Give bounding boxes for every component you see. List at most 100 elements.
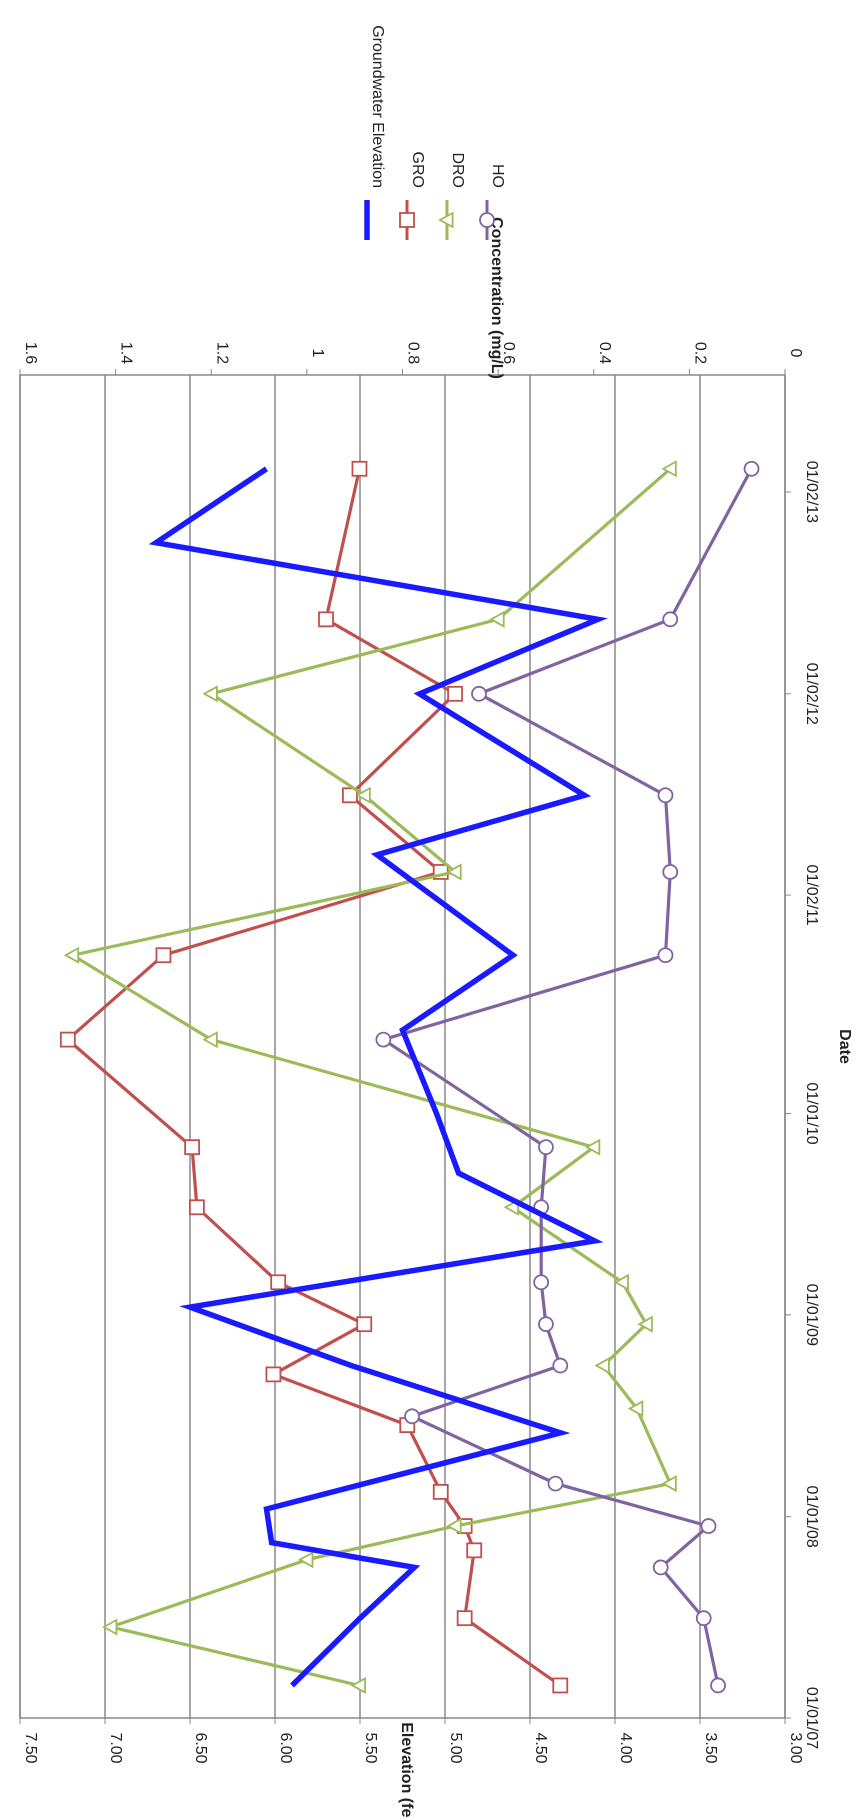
data-point-triangle	[350, 1676, 366, 1694]
right-axis-tick-label: 0.8	[405, 342, 422, 364]
data-point-circle	[710, 1677, 726, 1694]
data-point-triangle	[438, 211, 454, 229]
data-point-square	[189, 1199, 205, 1216]
data-point-triangle	[613, 1273, 629, 1291]
right-axis-tick-label: 1	[309, 349, 326, 358]
series-line	[148, 466, 608, 1688]
data-point-circle	[547, 1475, 564, 1492]
data-point-circle	[533, 1274, 550, 1291]
legend: Groundwater Elevation GRO DRO HO	[364, 25, 506, 240]
right-axis-tick-label: 0.4	[596, 342, 613, 364]
left-axis-tick-label: 7.00	[107, 1732, 124, 1763]
right-axis-tick-label: 1.6	[22, 342, 39, 364]
series-layer	[59, 460, 760, 1694]
data-point-square	[270, 1274, 287, 1291]
left-axis-tick-label: 6.50	[192, 1732, 209, 1763]
data-point-triangle	[446, 1517, 462, 1535]
data-point-circle	[538, 1316, 554, 1333]
x-axis-tick-label: 01/01/08	[803, 1486, 820, 1548]
data-point-square	[552, 1677, 569, 1694]
legend-entry: Groundwater Elevation	[364, 25, 386, 240]
data-point-square	[184, 1139, 201, 1156]
data-point-circle	[657, 787, 674, 804]
data-point-square	[59, 1031, 76, 1048]
data-point-square	[356, 1316, 373, 1333]
legend-label: HO	[489, 164, 506, 188]
data-point-circle	[662, 611, 679, 628]
left-axis-tick-label: 3.00	[787, 1732, 804, 1763]
series-line	[65, 468, 562, 1687]
data-point-triangle	[489, 610, 505, 628]
data-point-square	[351, 460, 368, 477]
data-point-triangle	[355, 786, 371, 804]
data-point-triangle	[446, 863, 462, 881]
x-axis-tick-label: 01/02/11	[803, 865, 820, 926]
data-point-triangle	[101, 1618, 118, 1636]
data-point-circle	[404, 1408, 420, 1425]
data-point-square	[432, 1483, 449, 1500]
left-axis-tick-label: 6.00	[277, 1732, 294, 1763]
series-ho	[375, 460, 760, 1694]
data-point-square	[399, 212, 415, 228]
legend-entry: DRO	[438, 152, 466, 240]
data-point-circle	[662, 864, 679, 880]
left-axis-title: Elevation (feet amsl)	[398, 1722, 415, 1818]
data-point-circle	[743, 460, 760, 477]
data-point-triangle	[584, 1138, 601, 1156]
series-groundwater-elevation	[148, 466, 608, 1688]
right-axis-tick-label: 0.2	[691, 342, 708, 364]
data-point-circle	[657, 947, 674, 964]
x-axis-tick-label: 01/01/09	[803, 1284, 820, 1346]
data-point-triangle	[661, 460, 677, 478]
right-axis-tick-label: 1.2	[213, 342, 230, 364]
series-gro	[59, 460, 569, 1694]
left-axis-tick-label: 7.50	[22, 1732, 39, 1763]
data-point-circle	[652, 1559, 669, 1576]
data-point-triangle	[298, 1551, 314, 1569]
legend-entry: GRO	[399, 152, 426, 240]
data-point-circle	[695, 1610, 712, 1627]
left-axis-tick-label: 4.50	[532, 1732, 549, 1763]
legend-label: DRO	[449, 152, 466, 188]
series-line	[379, 468, 753, 1686]
right-axis-title: Concentration (mg/L)	[488, 217, 505, 379]
data-point-triangle	[202, 1031, 218, 1049]
data-point-circle	[471, 685, 487, 702]
data-point-square	[447, 685, 463, 702]
data-point-triangle	[594, 1357, 610, 1375]
data-point-triangle	[661, 1475, 677, 1493]
left-axis-tick-label: 4.00	[617, 1732, 634, 1763]
data-point-circle	[700, 1518, 717, 1534]
data-point-square	[456, 1610, 473, 1627]
x-axis-tick-label: 01/01/07	[803, 1687, 820, 1749]
legend-label: GRO	[409, 152, 426, 188]
legend-label: Groundwater Elevation	[369, 25, 386, 188]
data-point-triangle	[627, 1400, 644, 1418]
right-axis-ticks: 0 0.2 0.4 0.6 0.8 1 1.2 1.4 1.6	[19, 342, 804, 375]
data-point-circle	[479, 212, 495, 228]
legend-entry: HO	[479, 164, 506, 240]
data-point-circle	[552, 1357, 569, 1374]
right-axis-tick-label: 0	[787, 349, 804, 358]
right-axis-tick-label: 0.6	[500, 342, 517, 364]
x-axis-tick-label: 01/02/13	[803, 461, 820, 523]
left-axis-tick-label: 5.00	[447, 1732, 464, 1763]
data-point-triangle	[202, 685, 218, 703]
left-axis-ticks: 3.00 3.50 4.00 4.50 5.00 5.50 6.00 6.50 7.00 7.50	[19, 1718, 804, 1764]
data-point-circle	[375, 1031, 392, 1048]
x-axis-tick-label: 01/01/10	[803, 1082, 820, 1144]
right-axis-tick-label: 1.4	[118, 342, 135, 364]
data-point-square	[265, 1366, 282, 1383]
x-axis-title: Date	[836, 1029, 853, 1064]
data-point-triangle	[63, 946, 80, 964]
data-point-square	[318, 611, 334, 628]
data-point-square	[155, 947, 172, 964]
data-point-triangle	[637, 1315, 653, 1333]
series-line	[68, 467, 673, 1688]
data-point-square	[466, 1542, 483, 1559]
left-axis-tick-label: 3.50	[702, 1732, 719, 1763]
data-point-circle	[538, 1139, 554, 1156]
x-axis-tick-label: 01/02/12	[803, 663, 820, 725]
left-axis-tick-label: 5.50	[362, 1732, 379, 1763]
